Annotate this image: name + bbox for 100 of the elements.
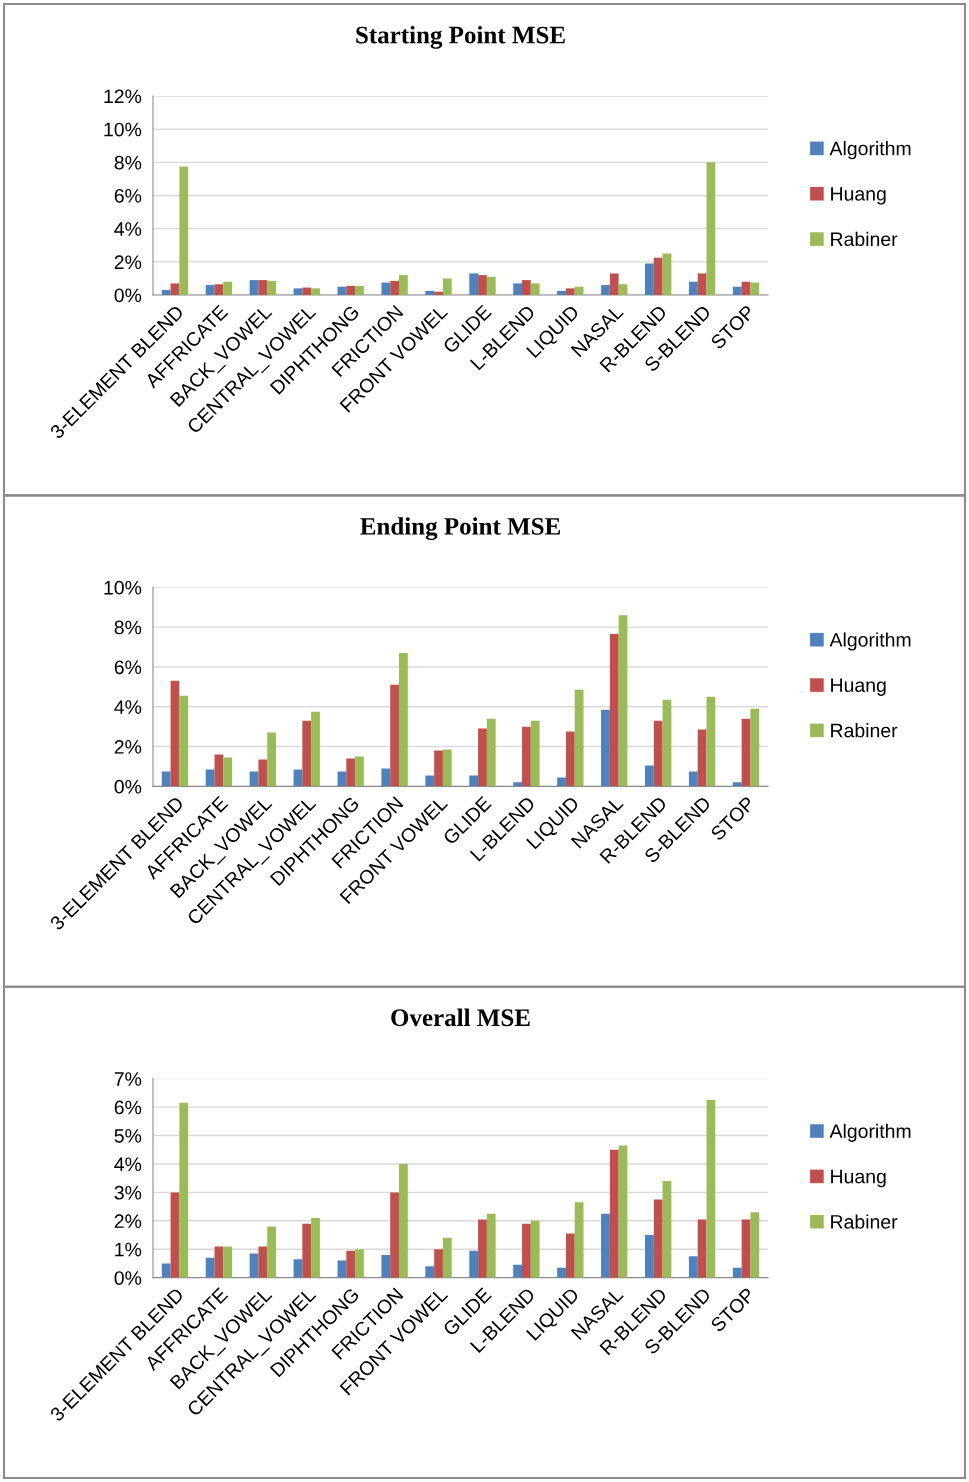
y-tick-label: 0% — [114, 779, 142, 794]
bar — [732, 286, 742, 295]
bar — [381, 282, 391, 295]
legend-label: Huang — [831, 1169, 886, 1188]
bar — [486, 718, 496, 787]
bar — [750, 282, 760, 295]
y-tick-label: 4% — [114, 700, 142, 714]
bar — [469, 273, 479, 295]
bar — [732, 782, 742, 787]
bar — [469, 775, 479, 787]
bar — [205, 285, 215, 295]
bar — [302, 1223, 312, 1278]
y-tick-label: 8% — [114, 155, 142, 170]
bar — [662, 253, 672, 295]
y-tick-label: 8% — [114, 620, 142, 635]
bar — [565, 731, 575, 787]
bar — [601, 1213, 610, 1278]
bar — [390, 280, 399, 295]
bar — [645, 765, 654, 787]
bar — [557, 1267, 566, 1278]
bar — [258, 280, 268, 295]
bar — [574, 689, 584, 787]
bar — [346, 1250, 356, 1278]
bar — [618, 1145, 628, 1278]
y-tick-label: 0% — [114, 288, 142, 303]
bar — [258, 1246, 268, 1278]
bar — [179, 695, 189, 787]
bar — [688, 771, 698, 787]
bar — [293, 288, 303, 295]
legend-label: Rabiner — [831, 231, 898, 247]
bar — [609, 1149, 619, 1278]
bar — [706, 696, 716, 787]
bar — [425, 775, 435, 787]
bar — [530, 720, 540, 787]
bar — [214, 284, 224, 295]
bar — [557, 290, 566, 295]
bar — [469, 1250, 479, 1278]
bar — [267, 280, 276, 295]
bar — [513, 782, 522, 787]
bar — [645, 263, 654, 295]
bar — [170, 283, 180, 295]
bar — [161, 771, 171, 787]
chart-title: Overall MSE — [391, 1008, 530, 1027]
y-tick-label: 6% — [114, 188, 142, 203]
bar — [355, 285, 364, 295]
bar — [706, 162, 716, 295]
bar — [399, 653, 408, 787]
bar — [170, 680, 180, 787]
bar — [161, 290, 171, 295]
bar — [205, 1257, 215, 1278]
bar — [662, 1181, 672, 1278]
bar — [478, 275, 487, 295]
bar — [223, 1246, 233, 1278]
y-tick-label: 5% — [114, 1129, 142, 1143]
y-tick-label: 12% — [104, 89, 142, 104]
bar — [530, 1220, 540, 1278]
bar — [513, 283, 522, 295]
bar — [311, 1217, 320, 1278]
chart-title: Starting Point MSE — [356, 25, 565, 49]
bar — [522, 280, 531, 295]
bar — [223, 281, 233, 295]
bar — [741, 1219, 751, 1278]
bar — [442, 1237, 452, 1278]
legend-label: Algorithm — [829, 141, 911, 160]
bar — [214, 754, 224, 787]
bar — [179, 166, 189, 295]
bar — [688, 1256, 698, 1278]
bar — [258, 759, 268, 787]
bar — [662, 699, 672, 787]
bar — [609, 634, 619, 787]
bar — [161, 1263, 171, 1278]
bar — [311, 288, 320, 295]
y-tick-label: 10% — [104, 122, 142, 137]
y-tick-label: 4% — [114, 222, 142, 236]
bar — [293, 769, 303, 787]
bar — [565, 288, 575, 295]
bar — [750, 1212, 760, 1278]
bar — [399, 275, 408, 295]
bar — [486, 1213, 496, 1278]
bar — [522, 726, 531, 787]
bar — [302, 287, 312, 295]
legend-label: Rabiner — [831, 1214, 898, 1229]
y-tick-label: 10% — [104, 580, 142, 595]
y-tick-label: 3% — [114, 1185, 142, 1200]
bar — [618, 284, 628, 295]
y-tick-label: 0% — [114, 1271, 142, 1285]
bar — [434, 1249, 443, 1278]
bar — [249, 280, 259, 295]
bar — [249, 771, 259, 787]
bar — [302, 720, 312, 787]
bar — [434, 750, 443, 787]
bar — [311, 711, 320, 787]
bar — [732, 1267, 742, 1278]
bar — [609, 273, 619, 295]
bar — [205, 769, 215, 787]
bar — [399, 1163, 408, 1278]
bar — [478, 1219, 487, 1278]
bar — [530, 283, 540, 295]
bar — [574, 286, 584, 295]
bar — [601, 285, 610, 295]
